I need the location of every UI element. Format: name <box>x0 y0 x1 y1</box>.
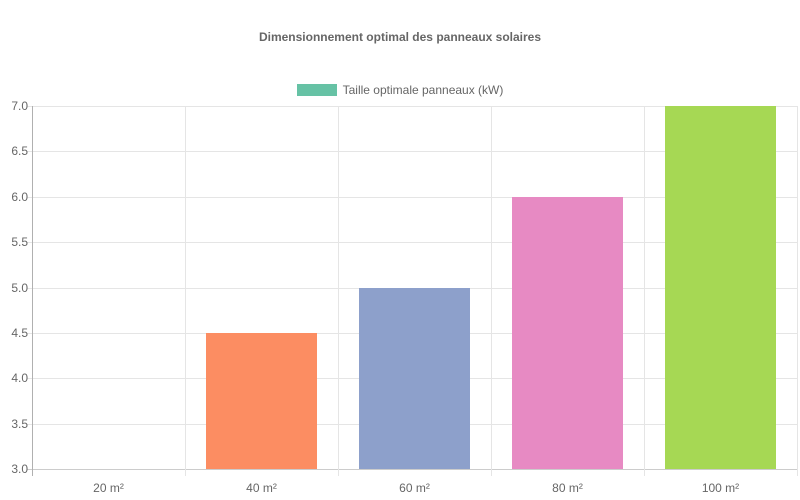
gridline-horizontal <box>27 196 797 198</box>
x-tick-label: 20 m² <box>93 481 124 495</box>
x-tick-label: 80 m² <box>552 481 583 495</box>
y-tick-label: 3.0 <box>11 462 28 476</box>
legend[interactable]: Taille optimale panneaux (kW) <box>0 83 800 97</box>
y-tick-label: 5.5 <box>11 235 28 250</box>
legend-label: Taille optimale panneaux (kW) <box>342 83 504 97</box>
bar[interactable] <box>206 332 317 469</box>
y-tick-label: 4.0 <box>11 371 28 386</box>
gridline-horizontal <box>27 242 797 244</box>
gridline-vertical <box>797 106 798 476</box>
y-tick-label: 4.5 <box>11 325 28 340</box>
bar[interactable] <box>512 196 623 469</box>
gridline-vertical <box>644 106 645 476</box>
gridline-vertical <box>491 106 492 476</box>
legend-swatch <box>296 84 337 96</box>
x-tick-label: 100 m² <box>701 481 740 495</box>
y-tick-label: 7.0 <box>11 99 28 113</box>
y-tick-label: 3.5 <box>11 416 28 431</box>
y-tick-label: 6.5 <box>11 144 28 159</box>
y-tick-label: 5.0 <box>11 280 28 295</box>
gridline-vertical <box>185 106 186 476</box>
y-axis-line <box>32 106 33 476</box>
x-tick-label: 40 m² <box>246 481 277 495</box>
gridline-horizontal <box>27 469 797 470</box>
plot-area: 7.0 6.5 6.0 5.5 5.0 4.5 4.0 3.5 3.0 20 m² 40 m² 60 … <box>11 99 798 495</box>
gridline-horizontal <box>27 151 797 153</box>
gridline-horizontal <box>27 106 797 107</box>
chart-title: Dimensionnement optimal des panneaux sol… <box>258 30 542 44</box>
x-tick-label: 60 m² <box>399 481 430 495</box>
gridline-vertical <box>338 106 339 476</box>
bar[interactable] <box>359 287 470 469</box>
bar[interactable] <box>665 106 776 469</box>
y-tick-label: 6.0 <box>11 189 28 204</box>
